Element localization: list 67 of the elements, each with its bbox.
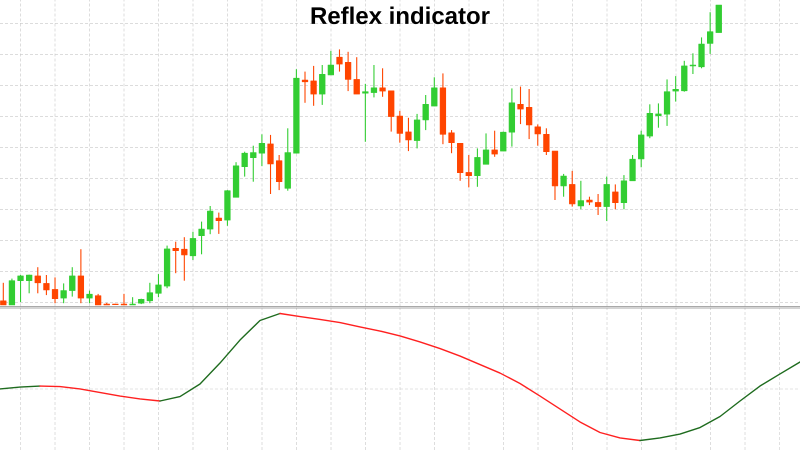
candlestick [620, 174, 628, 210]
candlestick [405, 117, 412, 152]
candlestick [69, 266, 76, 298]
candlestick [594, 193, 602, 216]
candlestick [379, 68, 386, 98]
candlestick [155, 274, 162, 298]
candlestick [560, 173, 567, 198]
candlestick [707, 12, 714, 54]
candlestick [543, 128, 550, 156]
candlestick [17, 274, 24, 303]
candlestick [242, 151, 248, 178]
candlestick [500, 131, 506, 152]
candlestick [690, 52, 696, 75]
candlestick [569, 170, 576, 208]
candlestick [207, 205, 214, 235]
candlestick [86, 290, 93, 304]
candlestick [448, 130, 455, 154]
candlestick [482, 132, 490, 165]
candlestick [466, 154, 472, 188]
candlestick [78, 248, 84, 304]
candlestick [396, 110, 403, 144]
candlestick [655, 102, 662, 128]
candlestick [216, 212, 222, 234]
candlestick [258, 134, 266, 167]
candlestick [52, 276, 58, 304]
candlestick [94, 293, 102, 306]
candlestick [646, 104, 653, 139]
candlestick [34, 266, 41, 294]
candlestick [302, 71, 308, 104]
candlestick [664, 78, 670, 126]
candlestick [198, 221, 205, 255]
candlestick [414, 113, 420, 149]
candlestick [43, 274, 50, 296]
candlestick [0, 282, 6, 306]
candlestick [26, 274, 32, 294]
candlestick [310, 65, 317, 106]
candlestick [612, 184, 618, 210]
candlestick [336, 48, 343, 72]
candlestick [534, 124, 541, 146]
candlestick [526, 88, 532, 140]
candlestick [267, 134, 274, 195]
candlestick [578, 180, 584, 210]
candlestick [172, 241, 179, 274]
candlestick [698, 36, 705, 69]
candlestick [362, 83, 368, 142]
candlestick [370, 64, 378, 98]
candlestick [276, 154, 282, 191]
candlestick [517, 86, 524, 125]
chart-title: Reflex indicator [312, 6, 490, 24]
candlestick [250, 145, 256, 182]
candlestick [319, 64, 326, 106]
candlestick [344, 51, 352, 92]
candlestick [672, 76, 679, 102]
candlestick [638, 130, 644, 168]
candlestick [328, 50, 334, 76]
candlestick [181, 236, 188, 282]
candlestick [354, 56, 360, 95]
candlestick [629, 154, 636, 182]
candlestick [146, 282, 153, 304]
candlestick [431, 76, 438, 107]
candlestick [604, 176, 610, 222]
candlestick [492, 130, 498, 158]
candlestick [120, 293, 128, 306]
candlestick [474, 148, 481, 188]
candlestick [60, 282, 67, 304]
candlestick [422, 94, 429, 131]
candlestick [190, 231, 196, 261]
